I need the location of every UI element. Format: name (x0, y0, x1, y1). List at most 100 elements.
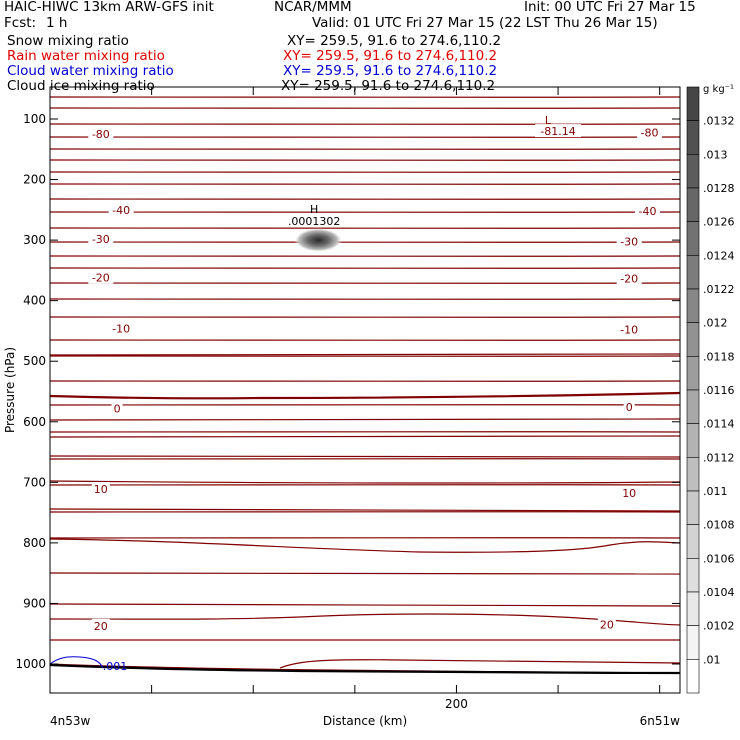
colorbar-swatch (686, 187, 700, 222)
isotherm-line (50, 282, 680, 284)
isotherm-line (50, 136, 680, 138)
y-tick-label: 100 (23, 112, 46, 126)
isotherm-line (50, 458, 680, 460)
isotherm-line (50, 431, 680, 433)
x-tick-label: 200 (445, 697, 468, 711)
colorbar-swatch (686, 255, 700, 290)
y-tick-label: 700 (23, 475, 46, 489)
isotherm-line (50, 159, 680, 161)
contour-label-bg (616, 271, 642, 285)
contour-label: 20 (94, 620, 108, 633)
colorbar-label: .0116 (703, 384, 735, 397)
isotherm-line (279, 659, 680, 669)
isotherm-line (50, 603, 680, 607)
y-tick-label: 600 (23, 415, 46, 429)
colorbar-unit: g kg⁻¹ (703, 84, 734, 95)
contour-label: -20 (92, 272, 110, 285)
init-time: Init: 00 UTC Fri 27 Mar 15 (524, 0, 696, 15)
isotherm-line (50, 508, 680, 512)
contour-label: -81.14 (540, 125, 575, 138)
isotherm-line (50, 107, 680, 109)
contour-label: -40 (638, 205, 656, 218)
isotherm-line (50, 227, 680, 229)
axes: 1002003004005006007008009001000200Distan… (3, 87, 680, 728)
colorbar-label: .0124 (703, 249, 735, 262)
contour-label: 10 (94, 483, 108, 496)
colorbar-label: .0118 (703, 350, 735, 363)
contour-label: -40 (112, 204, 130, 217)
colorbar-swatch (686, 288, 700, 323)
field-name-cloud-ice: Cloud ice mixing ratio (7, 78, 155, 94)
contour-label-bg (108, 202, 134, 216)
isotherm-line (50, 435, 680, 438)
colorbar-swatch (686, 120, 700, 155)
colorbar-label: .0106 (703, 552, 735, 565)
colorbar-swatch (686, 625, 700, 660)
colorbar-label: .011 (703, 485, 728, 498)
colorbar-swatch (686, 490, 700, 525)
cloud-ice-maximum (294, 228, 343, 253)
colorbar-swatch (686, 154, 700, 189)
colorbar-label: .0132 (703, 115, 735, 128)
high-marker: H (310, 203, 318, 216)
field-name-rain: Rain water mixing ratio (7, 48, 165, 64)
y-axis-title: Pressure (hPa) (3, 347, 17, 433)
cloud-water-contour (50, 656, 104, 669)
y-tick-label: 900 (23, 596, 46, 610)
isotherm-line (50, 183, 680, 185)
isotherm-line (50, 353, 680, 357)
isotherm-line (50, 455, 680, 459)
colorbar-swatch (686, 457, 700, 492)
isotherm-line (50, 639, 680, 642)
colorbar-label: .012 (703, 317, 728, 330)
colorbar-swatch (686, 558, 700, 593)
contour-label-bg (88, 270, 114, 284)
colorbar-swatch (686, 423, 700, 458)
isotherm-line (50, 537, 680, 539)
isotherm-line (50, 404, 680, 406)
colorbar-label: .0128 (703, 182, 735, 195)
y-tick-label: 300 (23, 233, 46, 247)
colorbar-label: .0104 (703, 586, 735, 599)
contour-label-bg (535, 124, 582, 138)
plot-frame (49, 86, 681, 694)
cloud-water-label: .001 (103, 660, 128, 673)
temperature-contours (50, 96, 680, 675)
isotherm-line (50, 418, 680, 422)
contour-label: 0 (114, 402, 121, 415)
colorbar-swatch (686, 356, 700, 391)
contour-label-bg (637, 125, 663, 139)
valid-time: Valid: 01 UTC Fri 27 Mar 15 (22 LST Thu … (312, 15, 658, 31)
isotherm-line (50, 211, 680, 213)
colorbar-swatch (686, 591, 700, 626)
contour-label: 20 (600, 619, 614, 632)
x-end-label: 6n51w (640, 714, 681, 728)
y-tick-label: 200 (23, 173, 46, 187)
surface-line (50, 663, 680, 675)
fcst-value: 1 h (46, 15, 68, 31)
contour-label: -30 (92, 233, 110, 246)
contour-label: -20 (620, 272, 638, 285)
field-xy-rain: XY= 259.5, 91.6 to 274.6,110.2 (283, 48, 498, 64)
isotherm-line (50, 298, 680, 300)
y-tick-label: 500 (23, 354, 46, 368)
isotherm-line (50, 339, 680, 341)
contour-label-bg (88, 127, 114, 141)
isotherm-line (50, 572, 680, 576)
contour-label-bg (616, 322, 642, 336)
y-tick-label: 800 (23, 536, 46, 550)
colorbar-label: .0126 (703, 216, 735, 229)
colorbar-label: .0102 (703, 620, 735, 633)
contour-label-bg (91, 481, 110, 495)
y-tick-label: 1000 (15, 657, 46, 671)
isotherm-line (50, 198, 680, 200)
colorbar-label: .0122 (703, 283, 735, 296)
colorbar-label: .0112 (703, 451, 735, 464)
field-name-cloud-water: Cloud water mixing ratio (7, 63, 174, 79)
contour-label: -80 (92, 128, 110, 141)
contour-label: 0 (626, 401, 633, 414)
isotherm-line (50, 480, 680, 484)
org-label: NCAR/MMM (274, 0, 352, 15)
colorbar-label: .0114 (703, 418, 735, 431)
